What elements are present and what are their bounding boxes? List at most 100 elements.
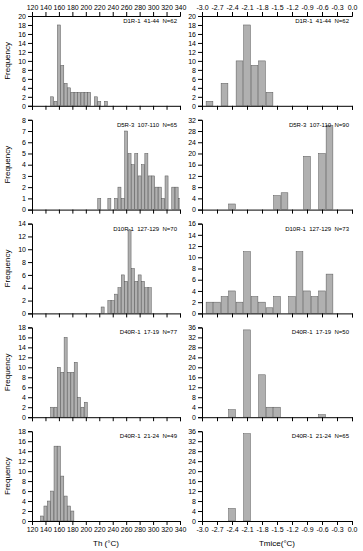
tick-mark — [28, 79, 32, 80]
panel: 012345678D5R-3 107-110 N=65Frequency — [3, 117, 181, 214]
tick-mark — [337, 313, 338, 317]
tick-label: -1.8 — [256, 4, 268, 11]
tick — [337, 210, 338, 214]
tick-mark — [198, 97, 202, 98]
tick: 8 — [22, 259, 32, 266]
tick-mark — [45, 313, 46, 317]
tick — [292, 210, 293, 214]
tick-mark — [292, 12, 293, 16]
bar — [125, 281, 128, 313]
tick-mark — [307, 521, 308, 525]
tick-mark — [180, 417, 181, 421]
panel-label: D1R-1 41-44 N=62 — [295, 18, 350, 24]
panel-label: D5R-3 107-110 N=90 — [289, 122, 350, 128]
tick-label: 24 — [188, 354, 196, 361]
tick-label: 220 — [94, 4, 106, 11]
tick-mark — [59, 12, 60, 16]
y-label: Frequency — [3, 42, 12, 80]
bar — [104, 101, 107, 105]
tick: -1.8 — [256, 521, 268, 533]
tick: 20 — [188, 468, 202, 475]
tick — [167, 210, 168, 214]
tick-mark — [232, 12, 233, 16]
tick: 340 — [175, 4, 187, 16]
tick-mark — [352, 417, 353, 421]
bar — [244, 434, 251, 521]
tick-mark — [262, 210, 263, 214]
tick-mark — [99, 12, 100, 16]
tick — [247, 106, 248, 110]
tick: 18 — [18, 428, 32, 435]
tick: 32 — [188, 438, 202, 445]
bar — [141, 165, 144, 210]
tick-mark — [198, 153, 202, 154]
tick: 180 — [67, 4, 79, 16]
tick-mark — [180, 12, 181, 16]
tick — [277, 417, 278, 421]
tick — [247, 313, 248, 317]
tick-label: 4 — [22, 161, 26, 168]
bars — [98, 131, 180, 210]
tick-mark — [59, 210, 60, 214]
tick-mark — [86, 313, 87, 317]
x-axis: -3.0-2.7-2.4-2.1-1.8-1.5-1.2-0.9-0.6-0.3… — [196, 4, 357, 17]
bar — [155, 187, 158, 209]
tick — [352, 313, 353, 317]
tick-mark — [167, 313, 168, 317]
tick-mark — [28, 262, 32, 263]
tick — [262, 210, 263, 214]
tick: 4 — [22, 85, 32, 92]
tick: 28 — [188, 344, 202, 351]
tick-mark — [247, 521, 248, 525]
axis-line — [203, 522, 353, 526]
tick-mark — [140, 417, 141, 421]
tick: 12 — [188, 49, 202, 56]
tick-label: -2.7 — [211, 4, 223, 11]
tick — [217, 313, 218, 317]
bar — [274, 407, 281, 417]
panel-label: D1R-1 41-44 N=62 — [123, 18, 178, 24]
tick-mark — [198, 16, 202, 17]
tick: 10 — [188, 58, 202, 65]
bar — [229, 291, 236, 313]
tick-mark — [99, 106, 100, 110]
tick — [322, 106, 323, 110]
tick: 280 — [134, 4, 146, 16]
tick-mark — [262, 106, 263, 110]
tick — [113, 106, 114, 110]
bar — [41, 516, 44, 521]
tick-label: 320 — [161, 526, 173, 533]
tick-label: 6 — [192, 276, 196, 283]
tick: 20 — [188, 13, 202, 20]
tick-label: 20 — [188, 150, 196, 157]
tick-mark — [262, 12, 263, 16]
tick: 2 — [22, 184, 32, 191]
tick-label: -0.9 — [301, 526, 313, 533]
tick-label: 8 — [22, 117, 26, 124]
tick-label: 16 — [188, 31, 196, 38]
tick — [180, 313, 181, 317]
tick-mark — [28, 481, 32, 482]
tick — [32, 210, 33, 214]
tick-mark — [198, 88, 202, 89]
tick — [153, 106, 154, 110]
tick-label: 6 — [22, 384, 26, 391]
tick-label: 120 — [27, 4, 39, 11]
bar — [54, 446, 57, 521]
bar — [172, 187, 175, 209]
tick-label: -1.8 — [256, 526, 268, 533]
bar — [138, 176, 141, 210]
tick-mark — [86, 210, 87, 214]
tick-mark — [202, 313, 203, 317]
bar — [206, 101, 213, 105]
panel-label: D10R-1 127-129 N=73 — [285, 226, 350, 232]
tick-label: 300 — [148, 4, 160, 11]
tick-mark — [352, 521, 353, 525]
tick-label: 0 — [22, 518, 26, 525]
tick — [292, 106, 293, 110]
tick: 0 — [192, 414, 202, 421]
axis-line — [28, 224, 33, 314]
y-label: Frequency — [3, 353, 12, 391]
tick-mark — [352, 313, 353, 317]
bars — [229, 125, 333, 209]
